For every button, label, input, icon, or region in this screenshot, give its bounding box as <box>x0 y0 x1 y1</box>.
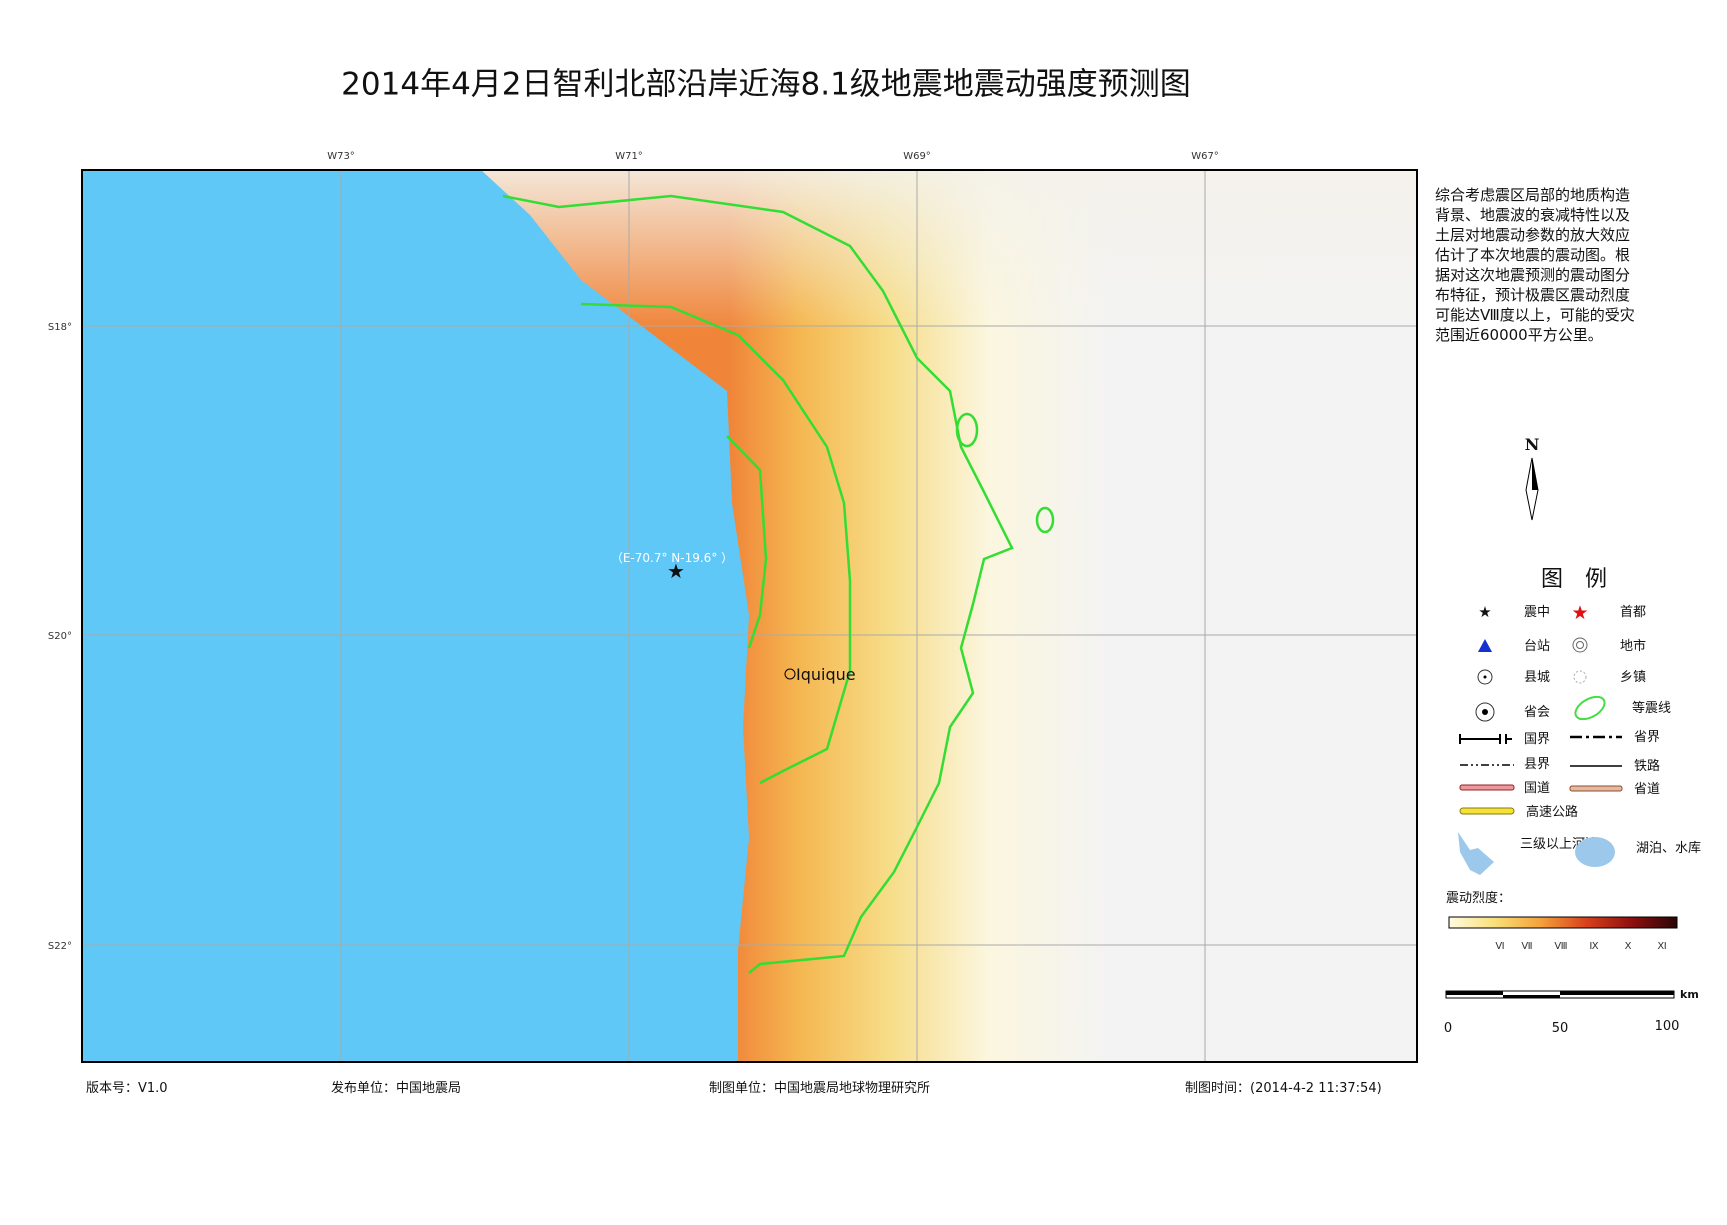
scale-unit: km <box>1680 988 1699 1001</box>
legend-title: 图 例 <box>1541 567 1607 592</box>
map: W73° W71° W69° W67° S18° S20° S22° ★ （E-… <box>48 151 1418 1063</box>
scale-bar: km 0 50 100 <box>1444 988 1699 1036</box>
legend-symbol <box>1569 785 1623 792</box>
legend-symbol <box>1575 837 1615 867</box>
legend-label: 湖泊、水库 <box>1636 840 1701 856</box>
epicenter-star: ★ <box>667 559 685 583</box>
legend-symbol <box>1458 832 1494 875</box>
title: 2014年4月2日智利北部沿岸近海8.1级地震地震动强度预测图 <box>341 67 1191 103</box>
scale-label: 50 <box>1552 1021 1569 1036</box>
legend: 图 例 ★ 震中 ★ 首都 台站 地市 县城 乡镇 省会 等震线 国界 省界 县… <box>1446 567 1701 952</box>
scale-seg <box>1503 995 1560 998</box>
legend-label: 县城 <box>1524 670 1550 685</box>
epicenter-label: （E-70.7° N-19.6° ） <box>611 551 733 565</box>
legend-label: 铁路 <box>1634 758 1660 774</box>
lat-label: S18° <box>48 322 72 333</box>
legend-label: 乡镇 <box>1620 670 1646 685</box>
legend-label: 国道 <box>1524 781 1550 796</box>
legend-label: 省会 <box>1524 705 1550 720</box>
city-label: Iquique <box>796 665 856 684</box>
map-frame <box>81 169 1418 1063</box>
lon-label: W71° <box>615 151 643 162</box>
legend-symbol <box>1477 669 1493 685</box>
legend-symbol <box>1478 639 1492 652</box>
footer: 版本号：V1.0 发布单位：中国地震局 制图单位：中国地震局地球物理研究所 制图… <box>86 1080 1382 1096</box>
lat-label: S20° <box>48 631 72 642</box>
footer-item: 发布单位：中国地震局 <box>331 1080 461 1096</box>
legend-symbol: ★ <box>1478 603 1491 621</box>
legend-label: 省道 <box>1634 782 1660 797</box>
north-arrow-half <box>1532 458 1538 490</box>
desc-line: 布特征，预计极震区震动烈度 <box>1435 286 1630 304</box>
legend-symbol <box>1482 709 1488 715</box>
legend-symbol <box>1459 807 1515 815</box>
legend-symbol <box>1572 637 1588 653</box>
scale-label: 0 <box>1444 1021 1452 1036</box>
scale-seg <box>1446 991 1503 995</box>
legend-symbol <box>1574 695 1606 721</box>
desc-line: 范围近60000平方公里。 <box>1435 326 1603 344</box>
legend-symbol <box>1576 641 1584 649</box>
intensity-label: Ⅹ <box>1625 941 1632 952</box>
legend-label: 国界 <box>1524 732 1550 747</box>
intensity-bar <box>1448 916 1678 929</box>
scale-label: 100 <box>1655 1019 1680 1034</box>
legend-label: 震中 <box>1524 605 1550 620</box>
intensity-title: 震动烈度： <box>1446 890 1511 906</box>
legend-label: 省界 <box>1634 730 1660 745</box>
sea <box>82 170 749 1062</box>
desc-line: 综合考虑震区局部的地质构造 <box>1435 186 1630 204</box>
lat-label: S22° <box>48 941 72 952</box>
desc-line: 据对这次地震预测的震动图分 <box>1435 266 1630 284</box>
desc-line: 背景、地震波的衰减特性以及 <box>1435 206 1630 224</box>
intensity-label: Ⅷ <box>1554 941 1567 952</box>
city-symbol <box>784 668 796 680</box>
legend-symbol: ★ <box>1571 602 1588 624</box>
intensity-label: Ⅵ <box>1495 941 1504 952</box>
isoseismals <box>502 194 1055 974</box>
desc-line: 估计了本次地震的震动图。根 <box>1435 246 1630 264</box>
lon-label: W73° <box>327 151 355 162</box>
scale-seg <box>1560 991 1674 995</box>
footer-item: 制图时间：(2014-4-2 11:37:54) <box>1185 1081 1382 1096</box>
legend-symbol <box>1459 784 1515 791</box>
lon-label: W69° <box>903 151 931 162</box>
desc-line: 土层对地震动参数的放大效应 <box>1435 226 1630 244</box>
north-label: N <box>1525 435 1540 454</box>
intensity-label: Ⅺ <box>1657 941 1666 952</box>
lon-label: W67° <box>1191 151 1219 162</box>
legend-label: 高速公路 <box>1526 804 1578 820</box>
desc-line: 可能达Ⅷ度以上，可能的受灾 <box>1435 306 1635 324</box>
legend-symbol <box>1483 675 1487 679</box>
grid <box>82 170 1417 1062</box>
legend-label: 首都 <box>1620 605 1646 620</box>
intensity-label: Ⅸ <box>1589 941 1598 952</box>
legend-symbol <box>1573 670 1587 684</box>
legend-symbol <box>1475 702 1495 722</box>
legend-label: 台站 <box>1524 639 1550 654</box>
intensity-label: Ⅶ <box>1521 941 1532 952</box>
legend-label: 地市 <box>1620 638 1646 654</box>
description: 综合考虑震区局部的地质构造 背景、地震波的衰减特性以及 土层对地震动参数的放大效… <box>1435 186 1635 344</box>
legend-symbol <box>1459 734 1512 744</box>
legend-label: 等震线 <box>1632 700 1671 716</box>
footer-item: 版本号：V1.0 <box>86 1081 168 1096</box>
legend-label: 县界 <box>1524 757 1550 772</box>
footer-item: 制图单位：中国地震局地球物理研究所 <box>709 1081 930 1096</box>
